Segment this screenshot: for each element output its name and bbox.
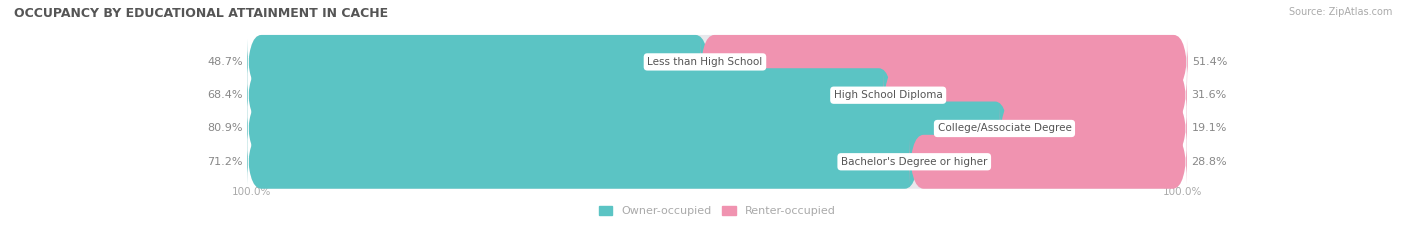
Text: High School Diploma: High School Diploma xyxy=(834,90,942,100)
FancyBboxPatch shape xyxy=(247,35,1187,89)
FancyBboxPatch shape xyxy=(247,135,1187,189)
Text: 48.7%: 48.7% xyxy=(207,57,243,67)
FancyBboxPatch shape xyxy=(1000,102,1187,155)
FancyBboxPatch shape xyxy=(247,35,710,89)
FancyBboxPatch shape xyxy=(247,135,920,189)
FancyBboxPatch shape xyxy=(247,68,893,122)
Text: OCCUPANCY BY EDUCATIONAL ATTAINMENT IN CACHE: OCCUPANCY BY EDUCATIONAL ATTAINMENT IN C… xyxy=(14,7,388,20)
Text: 68.4%: 68.4% xyxy=(207,90,243,100)
Text: Bachelor's Degree or higher: Bachelor's Degree or higher xyxy=(841,157,987,167)
FancyBboxPatch shape xyxy=(883,68,1187,122)
Text: 31.6%: 31.6% xyxy=(1191,90,1226,100)
Legend: Owner-occupied, Renter-occupied: Owner-occupied, Renter-occupied xyxy=(595,202,839,221)
Text: Source: ZipAtlas.com: Source: ZipAtlas.com xyxy=(1288,7,1392,17)
Text: 80.9%: 80.9% xyxy=(207,123,243,134)
FancyBboxPatch shape xyxy=(247,102,1010,155)
Text: 19.1%: 19.1% xyxy=(1191,123,1227,134)
FancyBboxPatch shape xyxy=(910,135,1187,189)
Text: 51.4%: 51.4% xyxy=(1192,57,1227,67)
Text: 71.2%: 71.2% xyxy=(207,157,243,167)
FancyBboxPatch shape xyxy=(247,102,1187,155)
Text: College/Associate Degree: College/Associate Degree xyxy=(938,123,1071,134)
Text: 28.8%: 28.8% xyxy=(1191,157,1227,167)
FancyBboxPatch shape xyxy=(700,35,1188,89)
FancyBboxPatch shape xyxy=(247,68,1187,122)
Text: Less than High School: Less than High School xyxy=(647,57,762,67)
